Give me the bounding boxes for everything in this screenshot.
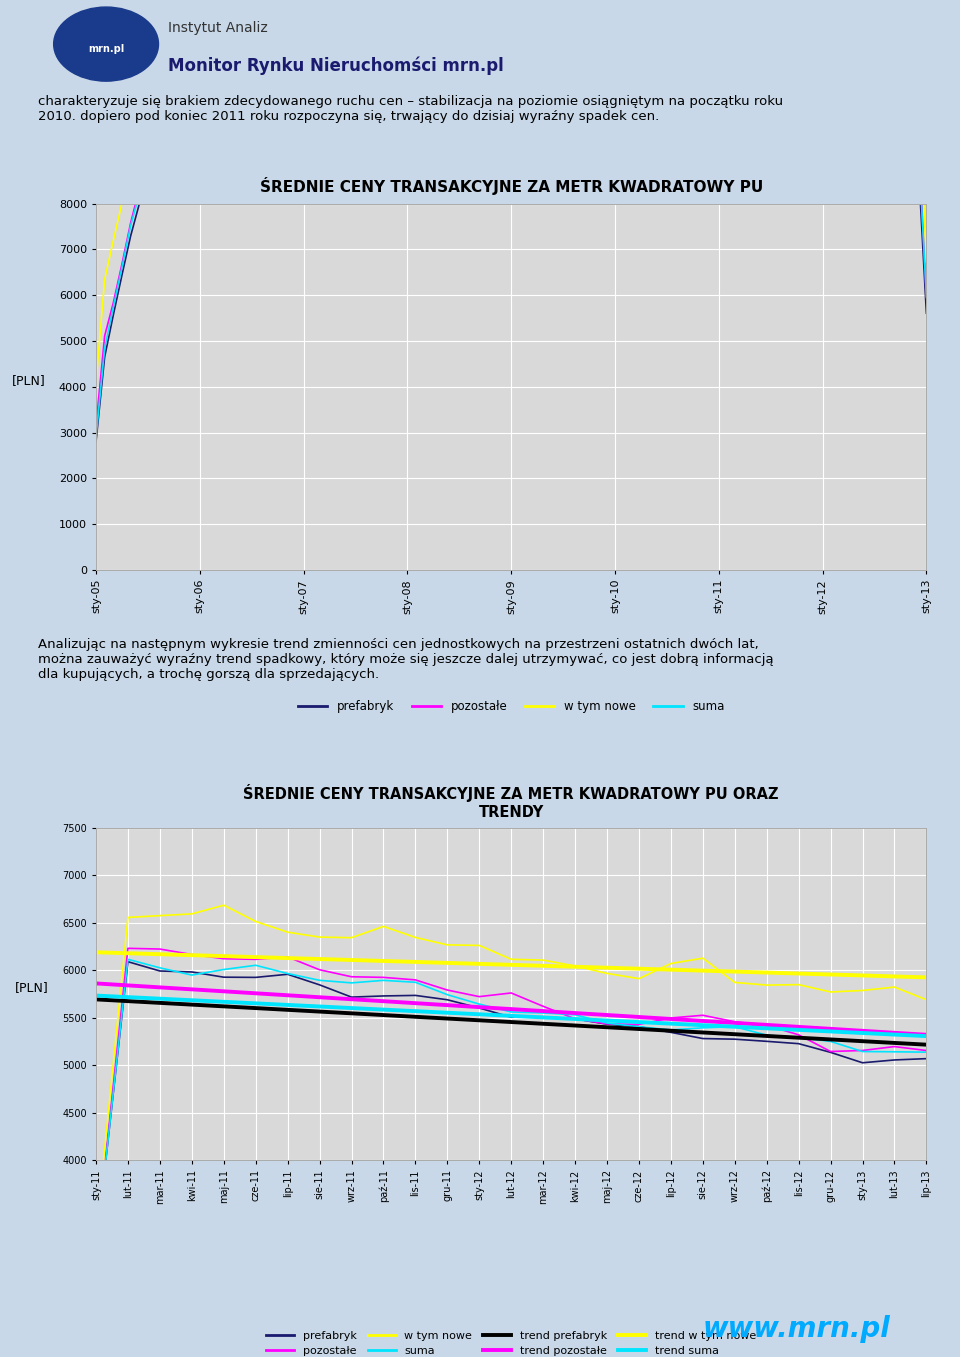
Text: Monitor Rynku Nieruchomści mrn.pl: Monitor Rynku Nieruchomści mrn.pl	[168, 57, 504, 76]
Y-axis label: [PLN]: [PLN]	[14, 981, 49, 993]
Text: www.mrn.pl: www.mrn.pl	[703, 1315, 891, 1342]
Title: ŚREDNIE CENY TRANSAKCYJNE ZA METR KWADRATOWY PU ORAZ
TRENDY: ŚREDNIE CENY TRANSAKCYJNE ZA METR KWADRA…	[244, 784, 779, 820]
Circle shape	[54, 7, 158, 81]
Y-axis label: [PLN]: [PLN]	[12, 373, 45, 387]
Legend: prefabryk, pozostałe, w tym nowe, suma: prefabryk, pozostałe, w tym nowe, suma	[293, 696, 730, 718]
Text: Analizując na następnym wykresie trend zmienności cen jednostkowych na przestrze: Analizując na następnym wykresie trend z…	[38, 638, 774, 681]
Text: charakteryzuje się brakiem zdecydowanego ruchu cen – stabilizacja na poziomie os: charakteryzuje się brakiem zdecydowanego…	[38, 95, 783, 123]
Text: mrn.pl: mrn.pl	[88, 43, 124, 53]
Legend: prefabryk, pozostałe, w tym nowe, suma, trend prefabryk, trend pozostałe, trend : prefabryk, pozostałe, w tym nowe, suma, …	[262, 1326, 760, 1357]
Title: ŚREDNIE CENY TRANSAKCYJNE ZA METR KWADRATOWY PU: ŚREDNIE CENY TRANSAKCYJNE ZA METR KWADRA…	[259, 178, 763, 195]
Text: Instytut Analiz: Instytut Analiz	[168, 22, 268, 35]
